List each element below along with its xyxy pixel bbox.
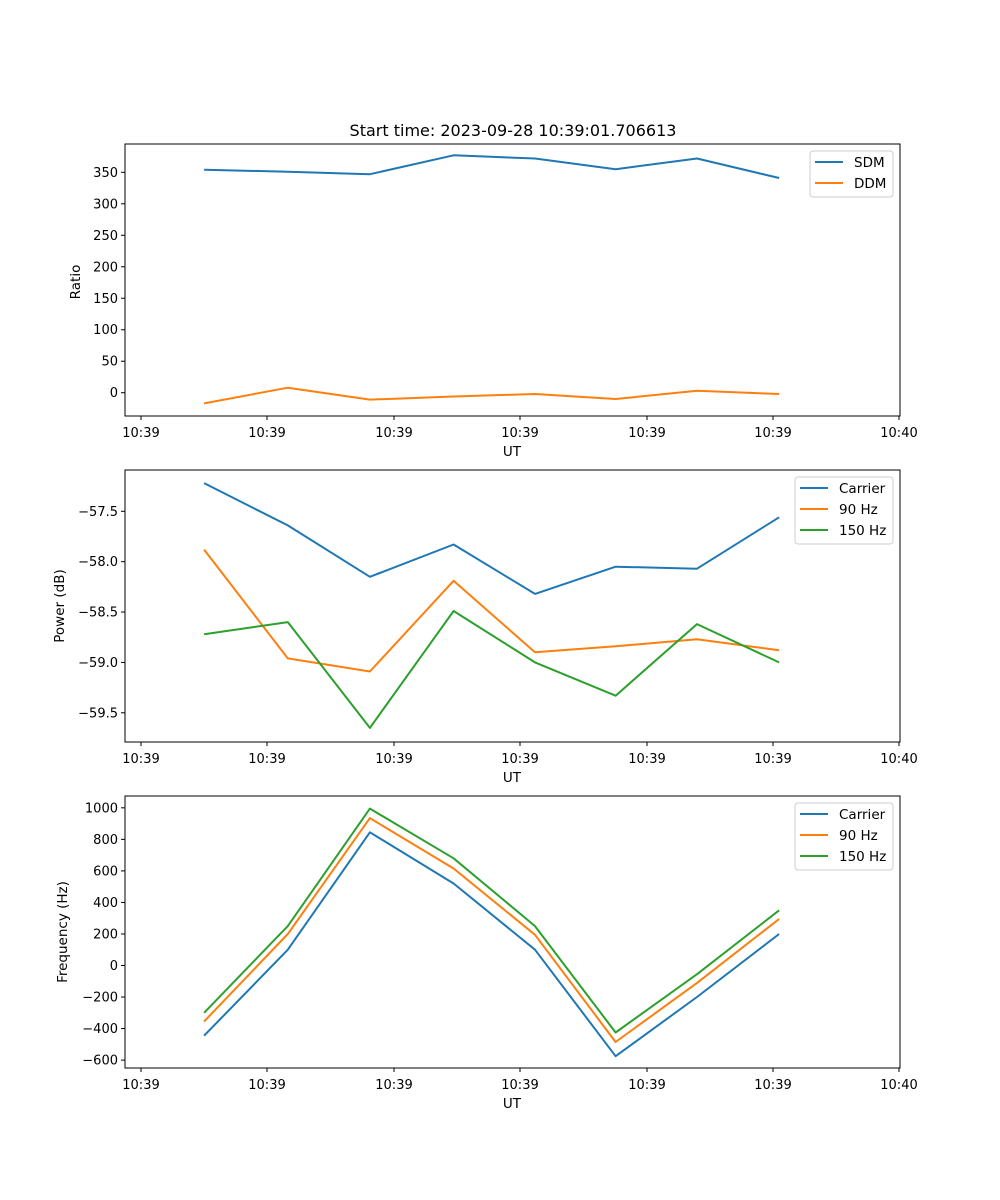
y-tick-label: 800 <box>93 833 118 848</box>
y-tick-label: 600 <box>93 864 118 879</box>
y-tick-label: −59.0 <box>78 656 118 671</box>
x-tick-label: 10:39 <box>375 426 412 441</box>
y-tick-label: 200 <box>93 927 118 942</box>
frequency-legend: Carrier 90 Hz 150 Hz <box>794 802 894 871</box>
x-tick-label: 10:39 <box>248 1078 285 1093</box>
legend-label-carrier: Carrier <box>839 807 886 823</box>
series-line-sdm <box>204 154 780 179</box>
x-tick-label: 10:39 <box>501 426 538 441</box>
legend-label-90hz: 90 Hz <box>839 502 878 518</box>
x-axis-label: UT <box>503 444 522 460</box>
series-line-150-hz <box>203 610 780 729</box>
legend-box <box>794 802 894 871</box>
ratio-legend: SDM DDM <box>809 150 894 198</box>
ratio-series-group <box>203 154 780 405</box>
power-x-ticks: 10:39 10:39 10:39 10:39 10:39 10:39 10:4… <box>122 742 918 767</box>
y-tick-label: 400 <box>93 896 118 911</box>
y-tick-label: 200 <box>93 260 118 275</box>
y-tick-label: −200 <box>82 991 118 1006</box>
x-tick-label: 10:40 <box>880 426 917 441</box>
power-legend: Carrier 90 Hz 150 Hz <box>794 476 894 545</box>
y-axis-label: Frequency (Hz) <box>55 881 71 983</box>
y-axis-label: Ratio <box>68 265 84 300</box>
legend-box <box>794 476 894 545</box>
series-line-150-hz <box>203 807 780 1034</box>
x-tick-label: 10:39 <box>628 1078 665 1093</box>
legend-label-sdm: SDM <box>854 155 885 171</box>
ratio-y-ticks: 0 50 100 150 200 250 300 350 <box>93 166 125 401</box>
y-tick-label: 0 <box>110 386 118 401</box>
x-tick-label: 10:39 <box>754 426 791 441</box>
y-tick-label: 250 <box>93 229 118 244</box>
y-tick-label: 300 <box>93 197 118 212</box>
x-tick-label: 10:39 <box>375 752 412 767</box>
x-tick-label: 10:39 <box>754 752 791 767</box>
y-tick-label: −57.5 <box>78 505 118 520</box>
frequency-plot-frame <box>124 795 901 1069</box>
x-tick-label: 10:39 <box>248 426 285 441</box>
frequency-y-ticks: 1000 800 600 400 200 0 −200 −400 −600 <box>82 801 125 1069</box>
y-tick-label: 50 <box>101 355 118 370</box>
x-tick-label: 10:39 <box>628 426 665 441</box>
x-tick-label: 10:39 <box>122 426 159 441</box>
ratio-chart-panel: Start time: 2023-09-28 10:39:01.706613 1… <box>68 121 918 460</box>
power-plot-frame <box>124 469 901 743</box>
y-tick-label: −400 <box>82 1022 118 1037</box>
series-line-90-hz <box>203 817 780 1043</box>
y-tick-label: 350 <box>93 166 118 181</box>
x-tick-label: 10:40 <box>880 752 917 767</box>
y-tick-label: 150 <box>93 292 118 307</box>
x-tick-label: 10:39 <box>501 752 538 767</box>
x-tick-label: 10:39 <box>248 752 285 767</box>
legend-label-90hz: 90 Hz <box>839 828 878 844</box>
series-line-carrier <box>203 831 780 1058</box>
y-tick-label: 1000 <box>85 801 118 816</box>
power-chart-panel: 10:39 10:39 10:39 10:39 10:39 10:39 10:4… <box>52 469 918 786</box>
y-axis-label: Power (dB) <box>52 569 68 642</box>
series-line-carrier <box>203 482 780 595</box>
x-axis-label: UT <box>503 1096 522 1112</box>
power-series-group <box>203 482 780 729</box>
series-line-ddm <box>203 386 780 405</box>
x-tick-label: 10:40 <box>880 1078 917 1093</box>
y-tick-label: 0 <box>110 959 118 974</box>
legend-label-carrier: Carrier <box>839 481 886 497</box>
ratio-x-ticks: 10:39 10:39 10:39 10:39 10:39 10:39 10:4… <box>122 416 918 441</box>
legend-label-150hz: 150 Hz <box>839 523 886 539</box>
legend-label-ddm: DDM <box>854 176 886 192</box>
x-tick-label: 10:39 <box>628 752 665 767</box>
x-tick-label: 10:39 <box>122 1078 159 1093</box>
y-tick-label: −58.5 <box>78 606 118 621</box>
frequency-x-ticks: 10:39 10:39 10:39 10:39 10:39 10:39 10:4… <box>122 1068 918 1093</box>
y-tick-label: −59.5 <box>78 706 118 721</box>
y-tick-label: −58.0 <box>78 555 118 570</box>
legend-label-150hz: 150 Hz <box>839 849 886 865</box>
frequency-chart-panel: 10:39 10:39 10:39 10:39 10:39 10:39 10:4… <box>55 795 918 1112</box>
x-tick-label: 10:39 <box>754 1078 791 1093</box>
ratio-plot-frame <box>124 143 901 417</box>
series-line-90-hz <box>203 548 780 673</box>
chart-title: Start time: 2023-09-28 10:39:01.706613 <box>350 121 677 140</box>
y-tick-label: 100 <box>93 323 118 338</box>
x-axis-label: UT <box>503 770 522 786</box>
power-y-ticks: −57.5 −58.0 −58.5 −59.0 −59.5 <box>78 505 125 721</box>
x-tick-label: 10:39 <box>501 1078 538 1093</box>
x-tick-label: 10:39 <box>122 752 159 767</box>
y-tick-label: −600 <box>82 1054 118 1069</box>
frequency-series-group <box>203 807 780 1058</box>
x-tick-label: 10:39 <box>375 1078 412 1093</box>
